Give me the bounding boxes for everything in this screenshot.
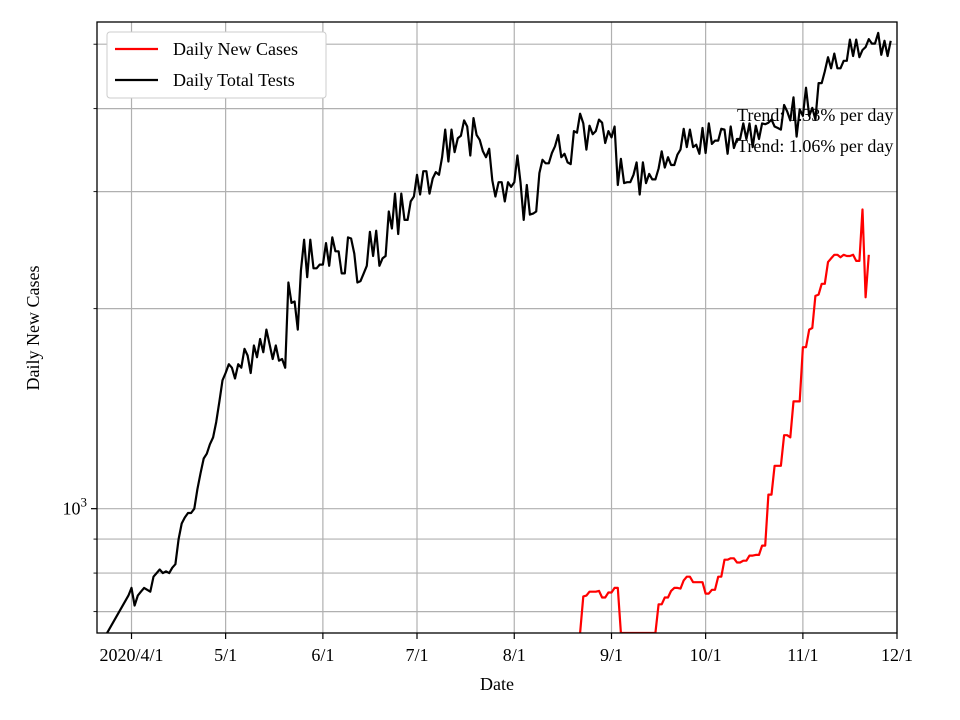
trend-annotation: Trend: 1.33% per day bbox=[737, 105, 893, 125]
x-tick-label: 5/1 bbox=[214, 645, 237, 665]
x-tick-label: 7/1 bbox=[405, 645, 428, 665]
x-axis-label: Date bbox=[480, 674, 514, 694]
legend: Daily New Cases Daily Total Tests bbox=[106, 31, 327, 99]
series-line-new-cases bbox=[579, 208, 870, 633]
x-tick-label: 9/1 bbox=[600, 645, 623, 665]
plot-frame bbox=[96, 21, 898, 634]
tick-layer: 2020/4/1 5/1 6/1 7/1 8/1 9/1 10/1 11/1 12/1 103 bbox=[63, 43, 913, 665]
trend-annotation: Trend: 1.06% per day bbox=[737, 136, 893, 156]
y-tick-label: 103 bbox=[63, 495, 88, 519]
annotations: Trend: 1.33% per day Trend: 1.06% per day bbox=[737, 105, 893, 156]
legend-label-total-tests: Daily Total Tests bbox=[173, 70, 295, 90]
x-tick-label: 10/1 bbox=[690, 645, 722, 665]
legend-label-new-cases: Daily New Cases bbox=[173, 39, 298, 59]
x-tick-label: 6/1 bbox=[311, 645, 334, 665]
x-tick-label: 2020/4/1 bbox=[100, 645, 164, 665]
x-tick-label: 12/1 bbox=[881, 645, 913, 665]
legend-box bbox=[106, 31, 327, 99]
x-tick-label: 11/1 bbox=[787, 645, 818, 665]
series-layer bbox=[105, 31, 892, 633]
x-tick-label: 8/1 bbox=[503, 645, 526, 665]
y-axis-label: Daily New Cases bbox=[23, 266, 43, 391]
series-line-total-tests bbox=[105, 31, 892, 633]
